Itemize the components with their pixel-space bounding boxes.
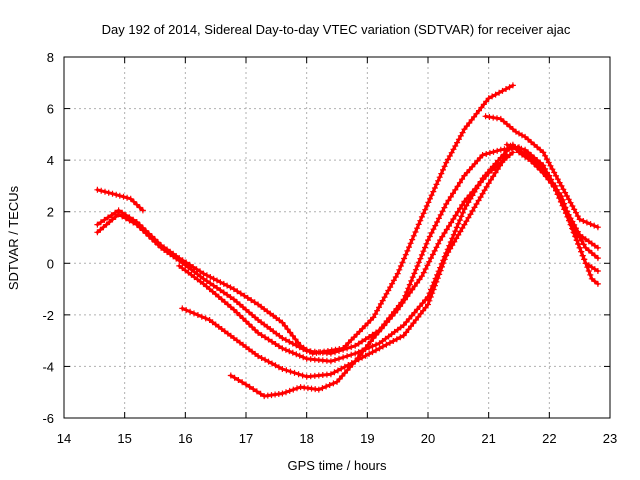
x-tick-label: 15: [117, 431, 131, 446]
series-markers-track-3: [94, 144, 522, 357]
y-tick-label: 6: [47, 102, 54, 117]
x-axis-label: GPS time / hours: [288, 458, 387, 473]
x-tick-label: 16: [178, 431, 192, 446]
y-tick-label: 0: [47, 256, 54, 271]
y-tick-label: 4: [47, 153, 54, 168]
x-tick-label: 18: [299, 431, 313, 446]
y-tick-label: -6: [42, 411, 54, 426]
plot-frame: [63, 56, 611, 419]
x-tick-label: 17: [239, 431, 253, 446]
series-layer: [94, 82, 601, 400]
x-tick-label: 20: [421, 431, 435, 446]
x-tick-label: 19: [360, 431, 374, 446]
x-tick-label: 22: [542, 431, 556, 446]
series-markers-track-9: [509, 144, 601, 262]
series-markers-track-7: [482, 113, 601, 231]
y-axis-label: SDTVAR / TECUs: [6, 185, 21, 290]
y-tick-label: -2: [42, 308, 54, 323]
chart-title: Day 192 of 2014, Sidereal Day-to-day VTE…: [102, 22, 571, 37]
series-line-track-5: [180, 153, 509, 379]
series-markers-track-8: [503, 141, 601, 251]
series-markers-track-6: [227, 149, 516, 400]
series-markers-track-10: [516, 149, 601, 274]
x-tick-label: 21: [481, 431, 495, 446]
y-tick-label: -4: [42, 359, 54, 374]
y-tick-label: 2: [47, 205, 54, 220]
series-markers-track-11: [522, 152, 601, 287]
series-markers-track-1: [94, 186, 146, 214]
series-markers-track-5: [179, 152, 510, 380]
x-tick-label: 14: [57, 431, 71, 446]
tick-layer: 14 15 16 17 18 19 20 21 22 23 -6 -4 -2 0 2 4 6 8: [42, 50, 617, 446]
x-tick-label: 23: [603, 431, 617, 446]
series-line-track-6: [229, 150, 515, 398]
y-tick-label: 8: [47, 50, 54, 65]
grid-layer: [64, 57, 610, 418]
